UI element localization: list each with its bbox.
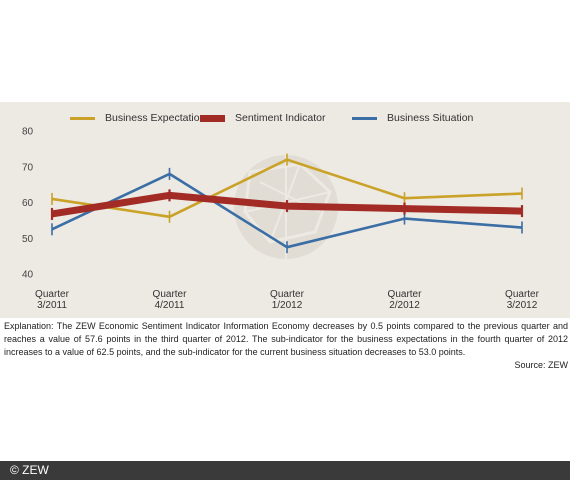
x-tick-label: Quarter 3/2011	[35, 289, 70, 311]
x-tick-label: Quarter 3/2012	[505, 289, 540, 311]
chart-legend: Business Expectations Sentiment Indicato…	[0, 102, 570, 132]
x-tick-label: Quarter 2/2012	[388, 289, 423, 311]
legend-item-sentiment-indicator: Sentiment Indicator	[200, 111, 325, 125]
x-tick-label: Quarter 1/2012	[270, 289, 305, 311]
legend-label-sentiment-indicator: Sentiment Indicator	[235, 112, 326, 124]
explanation-text: Explanation: The ZEW Economic Sentiment …	[4, 321, 568, 357]
y-tick-label: 60	[22, 198, 34, 209]
copyright-bar: © ZEW	[0, 461, 570, 480]
x-tick-label: Quarter 4/2011	[153, 289, 188, 311]
legend-swatch-sentiment-indicator	[200, 114, 225, 122]
y-tick-label: 70	[22, 162, 34, 173]
legend-swatch-business-expectations	[70, 116, 95, 120]
y-tick-label: 50	[22, 234, 34, 245]
chart-panel: Business Expectations Sentiment Indicato…	[0, 102, 570, 318]
source-note: Source: ZEW	[514, 360, 568, 370]
legend-swatch-business-situation	[352, 116, 377, 120]
chart-explanation: Explanation: The ZEW Economic Sentiment …	[4, 320, 568, 372]
legend-label-business-expectations: Business Expectations	[105, 112, 211, 124]
line-chart: 80 70 60 50 40 Quarter 3/2011 Quarter 4/2011 Qua…	[22, 127, 540, 312]
legend-item-business-situation: Business Situation	[352, 111, 473, 125]
copyright-text: © ZEW	[10, 463, 49, 477]
y-tick-label: 40	[22, 270, 34, 281]
legend-item-business-expectations: Business Expectations	[70, 111, 211, 125]
legend-label-business-situation: Business Situation	[387, 112, 474, 124]
y-tick-label: 80	[22, 127, 34, 138]
